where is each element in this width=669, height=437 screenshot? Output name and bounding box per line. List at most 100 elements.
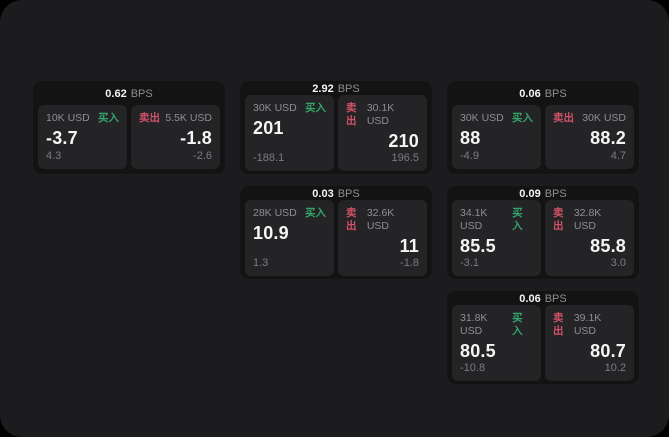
sell-size-label: 30.1K USD — [366, 102, 395, 127]
buy-size-label: 31.8K USD — [460, 312, 488, 337]
sell-panel-header: 卖出 39.1K USD — [553, 312, 626, 338]
sell-panel[interactable]: 卖出 39.1K USD 80.7 10.2 — [545, 305, 634, 381]
sell-side-label: 卖出 — [553, 112, 574, 124]
bps-spread-value: 0.06 — [519, 293, 541, 305]
buy-price-value: 201 — [253, 118, 284, 138]
quote-card: 0.62 BPS 10K USD 买入 -3.7 4.3 卖出 5.5K USD… — [33, 81, 225, 174]
buy-sub-value: 1.3 — [253, 257, 269, 269]
buy-side-label: 买入 — [512, 312, 523, 337]
buy-size-label: 30K USD — [460, 112, 504, 124]
card-header: 0.62 BPS — [33, 81, 225, 105]
buy-panel[interactable]: 28K USD 买入 10.9 1.3 — [245, 200, 334, 276]
sell-panel-header: 卖出 5.5K USD — [139, 112, 212, 125]
sell-price-value: 88.2 — [590, 128, 626, 148]
card-body: 34.1K USD 买入 85.5 -3.1 卖出 32.8K USD 85.8… — [447, 200, 639, 279]
card-header: 0.09 BPS — [447, 186, 639, 200]
buy-size-label: 28K USD — [253, 207, 297, 219]
sell-side-label: 卖出 — [346, 102, 357, 127]
sell-panel-header: 卖出 32.8K USD — [553, 207, 626, 233]
card-body: 31.8K USD 买入 80.5 -10.8 卖出 39.1K USD 80.… — [447, 305, 639, 384]
card-header: 0.03 BPS — [240, 186, 432, 200]
buy-side-label: 买入 — [305, 102, 326, 114]
buy-price-value: 10.9 — [253, 223, 289, 243]
sell-sub-value: 4.7 — [610, 150, 626, 162]
card-body: 28K USD 买入 10.9 1.3 卖出 32.6K USD 11 -1.8 — [240, 200, 432, 279]
sell-price-value: -1.8 — [180, 128, 212, 148]
sell-size-label: 32.8K USD — [573, 207, 602, 232]
sell-size-label: 30K USD — [582, 112, 626, 124]
buy-panel[interactable]: 34.1K USD 买入 85.5 -3.1 — [452, 200, 541, 276]
sell-sub-value: -1.8 — [400, 257, 419, 269]
buy-panel[interactable]: 10K USD 买入 -3.7 4.3 — [38, 105, 127, 169]
sell-sub-value: 10.2 — [604, 362, 626, 374]
buy-size-label: 34.1K USD — [460, 207, 488, 232]
sell-sub-value: 196.5 — [391, 152, 419, 164]
sell-price-value: 210 — [388, 131, 419, 151]
bps-spread-value: 2.92 — [312, 83, 334, 95]
sell-price-value: 85.8 — [590, 236, 626, 256]
buy-panel-header: 28K USD 买入 — [253, 207, 326, 220]
card-body: 30K USD 买入 88 -4.9 卖出 30K USD 88.2 4.7 — [447, 105, 639, 174]
card-header: 2.92 BPS — [240, 81, 432, 95]
buy-panel-header: 10K USD 买入 — [46, 112, 119, 125]
buy-sub-value: -4.9 — [460, 150, 479, 162]
buy-price-value: 85.5 — [460, 236, 496, 256]
buy-price-value: 80.5 — [460, 341, 496, 361]
buy-panel-header: 30K USD 买入 — [460, 112, 533, 125]
buy-price-value: 88 — [460, 128, 481, 148]
sell-side-label: 卖出 — [139, 112, 160, 124]
buy-size-label: 10K USD — [46, 112, 90, 124]
buy-sub-value: 4.3 — [46, 150, 62, 162]
buy-panel-header: 31.8K USD 买入 — [460, 312, 533, 338]
bps-spread-value: 0.06 — [519, 88, 541, 100]
buy-panel[interactable]: 31.8K USD 买入 80.5 -10.8 — [452, 305, 541, 381]
bps-unit-label: BPS — [544, 188, 567, 200]
sell-panel[interactable]: 卖出 5.5K USD -1.8 -2.6 — [131, 105, 220, 169]
quote-card-grid: 0.62 BPS 10K USD 买入 -3.7 4.3 卖出 5.5K USD… — [33, 81, 639, 384]
bps-unit-label: BPS — [337, 83, 360, 95]
buy-side-label: 买入 — [512, 207, 523, 232]
sell-panel[interactable]: 卖出 30.1K USD 210 196.5 — [338, 95, 427, 171]
sell-sub-value: 3.0 — [610, 257, 626, 269]
buy-side-label: 买入 — [98, 112, 119, 124]
sell-side-label: 卖出 — [553, 312, 564, 337]
buy-panel-header: 30K USD 买入 — [253, 102, 326, 115]
bps-unit-label: BPS — [544, 88, 567, 100]
sell-price-value: 80.7 — [590, 341, 626, 361]
sell-side-label: 卖出 — [553, 207, 564, 232]
card-header: 0.06 BPS — [447, 81, 639, 105]
sell-panel-header: 卖出 30.1K USD — [346, 102, 419, 128]
buy-sub-value: -10.8 — [460, 362, 486, 374]
buy-panel-header: 34.1K USD 买入 — [460, 207, 533, 233]
buy-panel[interactable]: 30K USD 买入 88 -4.9 — [452, 105, 541, 169]
quote-card: 0.03 BPS 28K USD 买入 10.9 1.3 卖出 32.6K US… — [240, 186, 432, 279]
card-header: 0.06 BPS — [447, 291, 639, 305]
buy-sub-value: -188.1 — [253, 152, 285, 164]
buy-sub-value: -3.1 — [460, 257, 479, 269]
sell-panel[interactable]: 卖出 32.6K USD 11 -1.8 — [338, 200, 427, 276]
buy-panel[interactable]: 30K USD 买入 201 -188.1 — [245, 95, 334, 171]
buy-side-label: 买入 — [512, 112, 533, 124]
sell-sub-value: -2.6 — [193, 150, 212, 162]
card-body: 10K USD 买入 -3.7 4.3 卖出 5.5K USD -1.8 -2.… — [33, 105, 225, 174]
sell-size-label: 39.1K USD — [573, 312, 602, 337]
buy-side-label: 买入 — [305, 207, 326, 219]
quote-card: 0.06 BPS 31.8K USD 买入 80.5 -10.8 卖出 39.1… — [447, 291, 639, 384]
sell-panel[interactable]: 卖出 30K USD 88.2 4.7 — [545, 105, 634, 169]
sell-panel-header: 卖出 30K USD — [553, 112, 626, 125]
quote-card: 0.06 BPS 30K USD 买入 88 -4.9 卖出 30K USD 8… — [447, 81, 639, 174]
bps-spread-value: 0.62 — [105, 88, 127, 100]
sell-side-label: 卖出 — [346, 207, 357, 232]
sell-panel-header: 卖出 32.6K USD — [346, 207, 419, 233]
bps-unit-label: BPS — [544, 293, 567, 305]
bps-spread-value: 0.03 — [312, 188, 334, 200]
bps-unit-label: BPS — [337, 188, 360, 200]
buy-size-label: 30K USD — [253, 102, 297, 114]
sell-size-label: 32.6K USD — [366, 207, 395, 232]
sell-size-label: 5.5K USD — [165, 112, 212, 124]
sell-panel[interactable]: 卖出 32.8K USD 85.8 3.0 — [545, 200, 634, 276]
bps-unit-label: BPS — [130, 88, 153, 100]
sell-price-value: 11 — [399, 236, 419, 256]
quote-card: 0.09 BPS 34.1K USD 买入 85.5 -3.1 卖出 32.8K… — [447, 186, 639, 279]
